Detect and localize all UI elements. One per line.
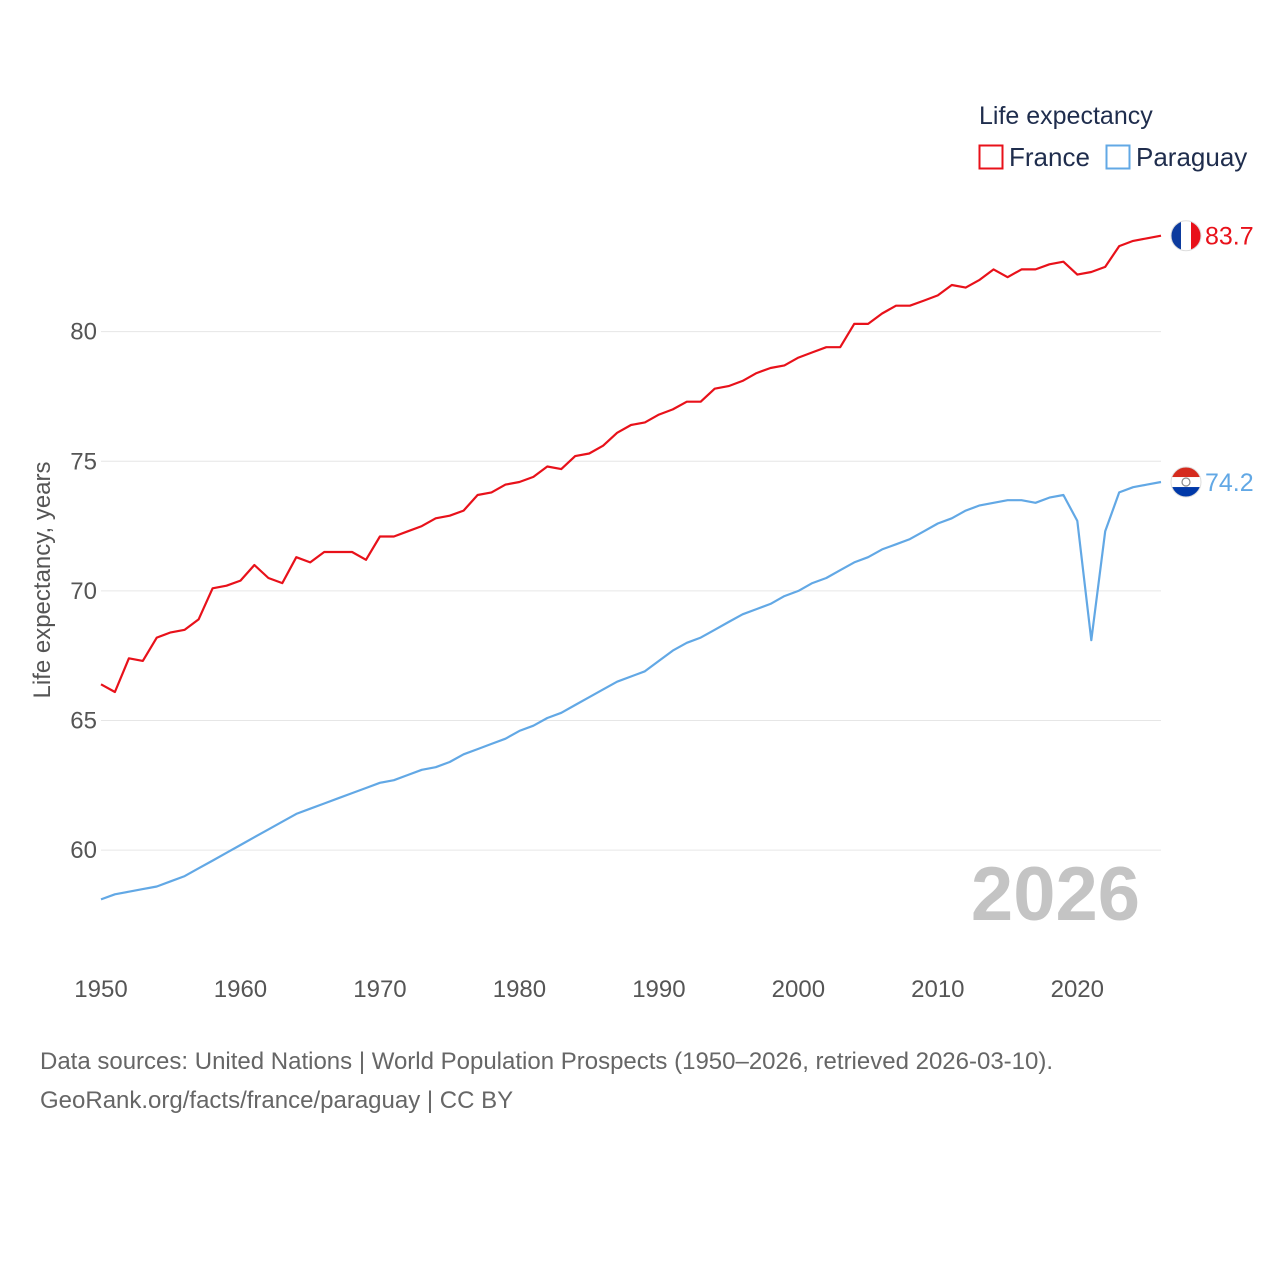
end-markers: 83.7 74.2 xyxy=(1170,220,1254,498)
france-flag-ring xyxy=(1170,220,1202,252)
legend-swatch-france xyxy=(978,144,1004,170)
gridlines xyxy=(101,331,1161,851)
x-tick-label: 2020 xyxy=(1051,976,1104,1003)
france-flag-icon xyxy=(1171,220,1201,251)
paraguay-end-value: 74.2 xyxy=(1205,469,1254,497)
france-end-value: 83.7 xyxy=(1205,223,1254,251)
y-axis-ticks: 60 65 70 75 80 xyxy=(70,319,97,865)
x-tick-label: 2000 xyxy=(772,976,825,1003)
legend: Life expectancy France Paraguay xyxy=(978,102,1247,172)
paraguay-flag-ring xyxy=(1170,466,1202,498)
y-axis-title: Life expectancy, years xyxy=(29,461,56,698)
source-line-2: GeoRank.org/facts/france/paraguay | CC B… xyxy=(40,1087,514,1114)
x-tick-label: 1970 xyxy=(353,976,406,1003)
series-lines xyxy=(100,234,1162,901)
source-note: Data sources: United Nations | World Pop… xyxy=(40,1042,1053,1120)
year-watermark: 2026 xyxy=(971,852,1140,937)
y-tick-label: 75 xyxy=(70,448,97,475)
x-tick-label: 1960 xyxy=(214,976,267,1003)
line-chart: 60 65 70 75 80 1950 1960 1970 1980 1990 2000 2010 2… xyxy=(29,102,1254,1003)
legend-swatch-paraguay xyxy=(1105,144,1131,170)
x-tick-label: 1980 xyxy=(493,976,546,1003)
source-line-1: Data sources: United Nations | World Pop… xyxy=(40,1048,1054,1075)
legend-label-france: France xyxy=(1009,142,1090,172)
x-tick-label: 2010 xyxy=(911,976,964,1003)
x-axis-ticks: 1950 1960 1970 1980 1990 2000 2010 2020 xyxy=(74,976,1104,1003)
x-tick-label: 1950 xyxy=(74,976,127,1003)
series-line-paraguay xyxy=(100,480,1162,901)
y-tick-label: 65 xyxy=(70,708,97,735)
y-tick-label: 60 xyxy=(70,837,97,864)
y-tick-label: 80 xyxy=(70,319,97,346)
y-tick-label: 70 xyxy=(70,578,97,605)
series-line-france xyxy=(100,234,1162,694)
paraguay-flag-icon xyxy=(1171,467,1201,498)
x-tick-label: 1990 xyxy=(632,976,685,1003)
legend-title: Life expectancy xyxy=(979,102,1153,130)
legend-label-paraguay: Paraguay xyxy=(1136,142,1247,172)
